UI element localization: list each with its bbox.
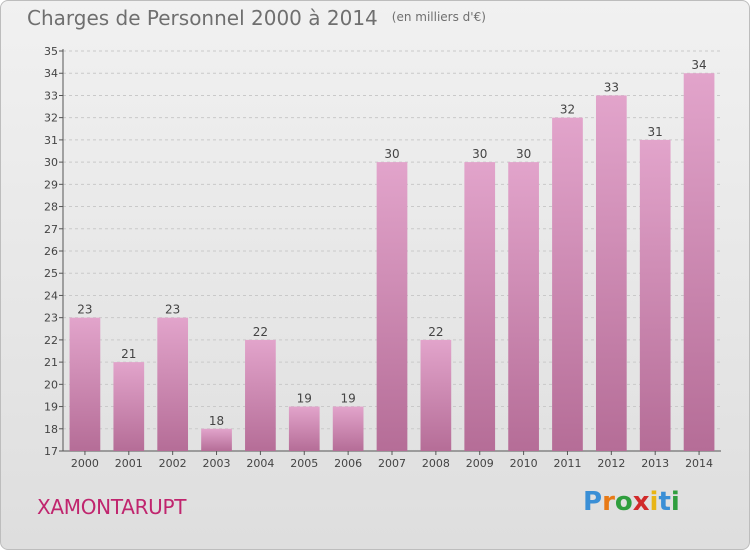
bar[interactable] bbox=[595, 95, 627, 451]
bar[interactable] bbox=[420, 339, 452, 451]
x-tick-label: 2003 bbox=[203, 457, 231, 470]
bar-layer bbox=[69, 73, 715, 452]
logo-letter: i bbox=[670, 487, 680, 517]
x-tick-label: 2013 bbox=[641, 457, 669, 470]
bar-value-label: 19 bbox=[297, 392, 312, 406]
y-tick-label: 19 bbox=[44, 401, 58, 414]
bar-value-label: 21 bbox=[121, 347, 136, 361]
logo-letter: x bbox=[632, 487, 650, 517]
y-tick-label: 23 bbox=[44, 312, 58, 325]
label-layer: 23 21 23 18 22 19 19 30 22 30 30 32 33 31 34 bbox=[77, 58, 706, 428]
logo-letter: o bbox=[614, 487, 633, 517]
chart-subtitle: (en milliers d'€) bbox=[391, 10, 486, 24]
bar-value-label: 33 bbox=[604, 80, 619, 94]
bar-value-label: 23 bbox=[165, 303, 180, 317]
x-tick-label: 2014 bbox=[685, 457, 713, 470]
y-tick-label: 26 bbox=[44, 245, 58, 258]
logo-letter: P bbox=[583, 487, 603, 517]
y-tick-label: 29 bbox=[44, 178, 58, 191]
bar-value-label: 31 bbox=[648, 125, 663, 139]
y-tick-label: 20 bbox=[44, 378, 58, 391]
bar[interactable] bbox=[69, 317, 101, 451]
commune-name: XAMONTARUPT bbox=[37, 495, 187, 519]
y-tick-label: 25 bbox=[44, 267, 58, 280]
y-tick-label: 31 bbox=[44, 134, 58, 147]
x-tick-label: 2009 bbox=[466, 457, 494, 470]
bar-value-label: 30 bbox=[472, 147, 487, 161]
x-tick-label: 2005 bbox=[290, 457, 318, 470]
chart-title-text: Charges de Personnel 2000 à 2014 bbox=[27, 6, 378, 30]
y-tick-label: 21 bbox=[44, 356, 58, 369]
logo-letter: t bbox=[658, 487, 671, 517]
y-tick-label: 30 bbox=[44, 156, 58, 169]
y-tick-label: 24 bbox=[44, 289, 58, 302]
y-tick-label: 35 bbox=[44, 45, 58, 58]
y-tick-label: 17 bbox=[44, 445, 58, 458]
bar[interactable] bbox=[245, 339, 276, 451]
bar-value-label: 30 bbox=[384, 147, 399, 161]
bar-value-label: 32 bbox=[560, 103, 575, 117]
x-tick-label: 2000 bbox=[71, 457, 99, 470]
bar-value-label: 18 bbox=[209, 414, 224, 428]
proxiti-logo[interactable]: Proxiti bbox=[583, 487, 680, 517]
logo-letter: i bbox=[649, 487, 659, 517]
bar[interactable] bbox=[332, 406, 364, 451]
bar-value-label: 34 bbox=[691, 58, 706, 72]
logo-letter: r bbox=[602, 487, 615, 517]
bar-value-label: 22 bbox=[253, 325, 268, 339]
bar[interactable] bbox=[113, 362, 145, 451]
chart-title: Charges de Personnel 2000 à 2014 (en mill… bbox=[27, 6, 486, 30]
x-tick-label: 2007 bbox=[378, 457, 406, 470]
x-tick-label: 2012 bbox=[597, 457, 625, 470]
bar-value-label: 23 bbox=[77, 303, 92, 317]
x-tick-label: 2010 bbox=[510, 457, 538, 470]
x-tick-label: 2002 bbox=[159, 457, 187, 470]
x-tick-label: 2006 bbox=[334, 457, 362, 470]
y-tick-label: 27 bbox=[44, 223, 58, 236]
bar-value-label: 22 bbox=[428, 325, 443, 339]
bar[interactable] bbox=[288, 406, 320, 451]
y-tick-label: 22 bbox=[44, 334, 58, 347]
x-tick-label: 2011 bbox=[553, 457, 581, 470]
bar[interactable] bbox=[508, 162, 539, 451]
axis-layer: 17 18 19 20 21 22 23 24 25 26 27 28 29 30 31 32 33 34 35 20… bbox=[44, 45, 721, 470]
y-tick-label: 34 bbox=[44, 67, 58, 80]
bar[interactable] bbox=[639, 139, 671, 451]
bar[interactable] bbox=[376, 162, 408, 451]
y-tick-label: 33 bbox=[44, 89, 58, 102]
bar[interactable] bbox=[464, 162, 496, 451]
x-tick-label: 2008 bbox=[422, 457, 450, 470]
y-tick-label: 28 bbox=[44, 201, 58, 214]
x-tick-label: 2001 bbox=[115, 457, 143, 470]
x-tick-label: 2004 bbox=[246, 457, 274, 470]
bar-value-label: 19 bbox=[340, 392, 355, 406]
y-tick-label: 32 bbox=[44, 112, 58, 125]
y-tick-label: 18 bbox=[44, 423, 58, 436]
bar[interactable] bbox=[552, 117, 583, 452]
bar[interactable] bbox=[683, 73, 715, 451]
bar[interactable] bbox=[157, 317, 189, 451]
bar-value-label: 30 bbox=[516, 147, 531, 161]
bar[interactable] bbox=[201, 428, 232, 451]
